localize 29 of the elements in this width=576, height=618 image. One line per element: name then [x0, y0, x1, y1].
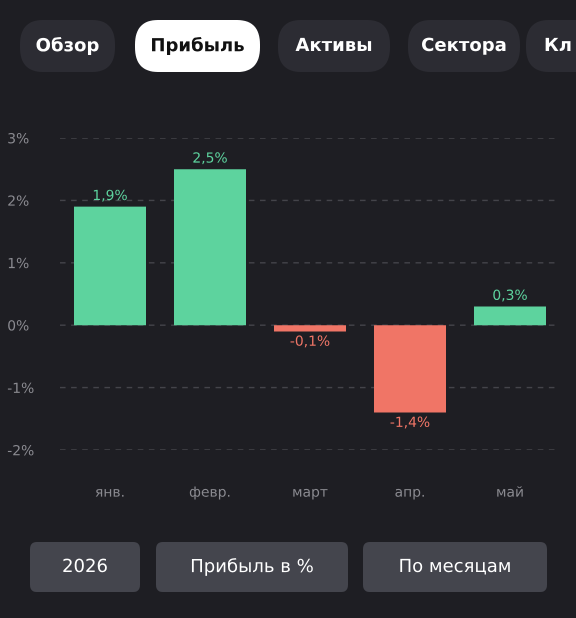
y-tick-label: 3%: [8, 132, 28, 144]
text: 2026: [63, 558, 107, 572]
text: Кл: [546, 38, 570, 51]
x-tick-label: апр.: [395, 488, 424, 500]
x-tick-label: май: [497, 486, 523, 497]
y-tick-label: 2%: [8, 195, 28, 206]
text: Обзор: [36, 36, 99, 56]
y-tick-label: 0%: [8, 320, 28, 331]
data-label: 1,9%: [94, 190, 127, 202]
text: По месяцам: [400, 558, 510, 574]
text: Активы: [296, 38, 372, 51]
data-label: -1,4%: [390, 416, 430, 428]
x-tick-label: янв.: [96, 489, 124, 497]
y-tick-label: -1%: [8, 382, 34, 394]
y-tick-label: 1%: [8, 258, 28, 268]
text: Прибыль: [152, 36, 244, 56]
bar: [174, 169, 246, 326]
y-tick-label: -2%: [8, 444, 34, 456]
bar: [474, 306, 546, 326]
x-tick-label: март: [293, 488, 328, 500]
bar: [74, 206, 146, 326]
data-label: 2,5%: [193, 152, 227, 164]
x-tick-label: февр.: [190, 486, 230, 500]
data-label: 0,3%: [493, 290, 527, 302]
bar: [274, 325, 346, 332]
bar: [374, 325, 446, 413]
text: Прибыль в %: [192, 558, 313, 576]
text: Сектора: [422, 38, 506, 55]
data-label: -0,1%: [290, 335, 330, 348]
